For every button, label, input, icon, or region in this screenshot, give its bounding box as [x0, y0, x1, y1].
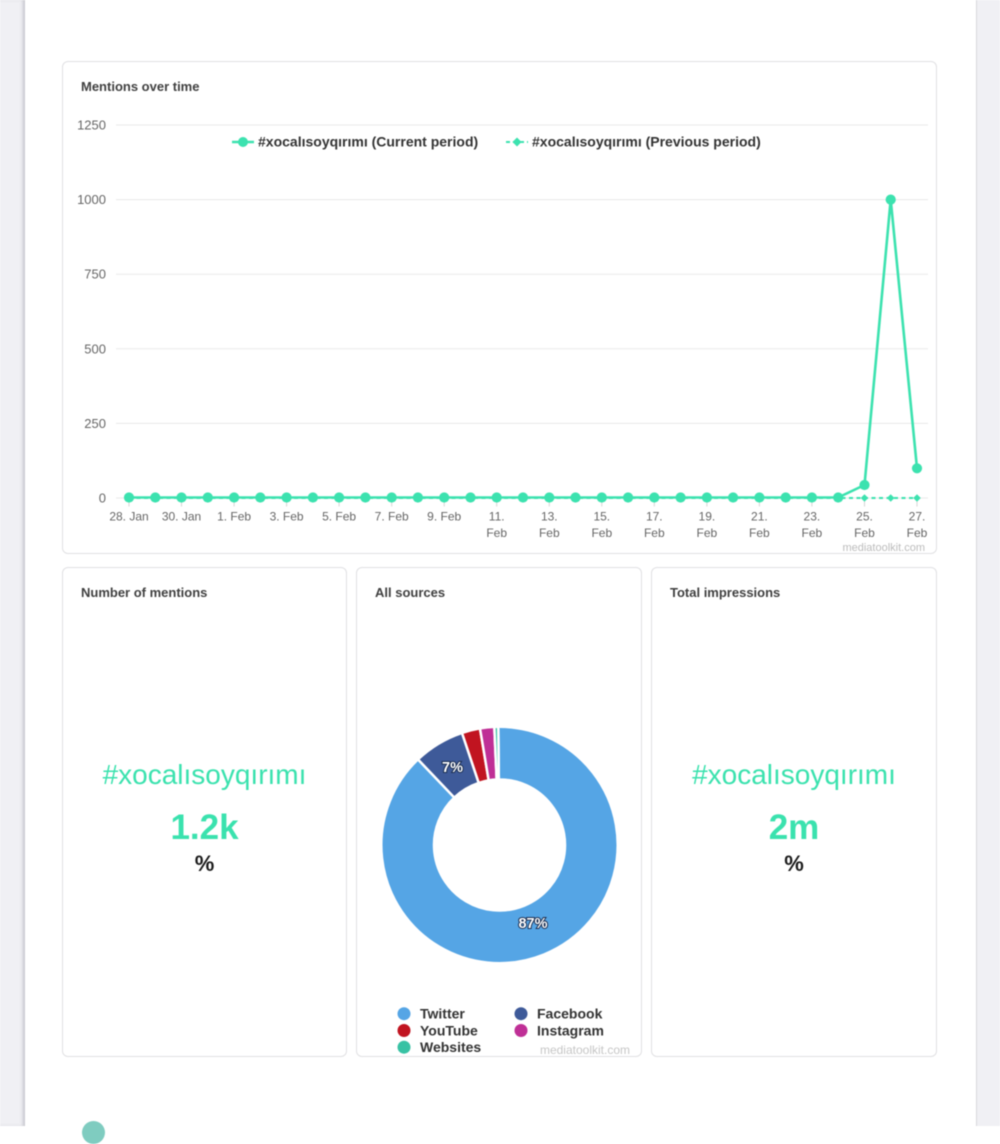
svg-text:9. Feb: 9. Feb	[427, 510, 461, 524]
svg-text:25.: 25.	[856, 510, 873, 524]
svg-text:Facebook: Facebook	[537, 1006, 603, 1022]
svg-text:13.: 13.	[541, 510, 558, 524]
svg-text:30. Jan: 30. Jan	[162, 510, 201, 524]
svg-text:1. Feb: 1. Feb	[217, 510, 251, 524]
svg-text:Websites: Websites	[420, 1039, 481, 1055]
svg-text:Feb: Feb	[854, 526, 875, 540]
svg-text:500: 500	[84, 341, 106, 356]
svg-text:1250: 1250	[77, 118, 106, 133]
svg-text:3. Feb: 3. Feb	[270, 510, 304, 524]
svg-text:Feb: Feb	[907, 526, 928, 540]
svg-text:19.: 19.	[699, 510, 716, 524]
svg-text:7%: 7%	[442, 760, 463, 776]
svg-text:17.: 17.	[646, 510, 663, 524]
svg-text:YouTube: YouTube	[420, 1023, 478, 1039]
svg-text:Feb: Feb	[749, 526, 770, 540]
svg-text:#xocalısoyqırımı (Previous per: #xocalısoyqırımı (Previous period)	[532, 134, 761, 150]
svg-text:21.: 21.	[751, 510, 768, 524]
svg-text:28. Jan: 28. Jan	[109, 510, 148, 524]
svg-text:Twitter: Twitter	[420, 1006, 465, 1022]
svg-text:mediatoolkit.com: mediatoolkit.com	[540, 1043, 630, 1056]
svg-text:23.: 23.	[804, 510, 821, 524]
svg-text:Feb: Feb	[591, 526, 612, 540]
svg-text:#xocalısoyqırımı (Current peri: #xocalısoyqırımı (Current period)	[258, 134, 478, 150]
svg-text:11.: 11.	[489, 510, 505, 524]
svg-text:Feb: Feb	[486, 526, 507, 540]
svg-text:1000: 1000	[77, 192, 106, 207]
svg-text:250: 250	[84, 416, 106, 431]
svg-text:Feb: Feb	[644, 526, 665, 540]
svg-text:mediatoolkit.com: mediatoolkit.com	[842, 542, 925, 553]
svg-text:5. Feb: 5. Feb	[322, 510, 356, 524]
svg-text:0: 0	[99, 491, 106, 506]
svg-text:15.: 15.	[593, 510, 610, 524]
svg-text:27.: 27.	[909, 510, 926, 524]
svg-text:Instagram: Instagram	[537, 1023, 604, 1039]
svg-text:Feb: Feb	[539, 526, 560, 540]
svg-text:Feb: Feb	[802, 526, 823, 540]
svg-text:87%: 87%	[518, 916, 547, 932]
svg-text:Feb: Feb	[697, 526, 718, 540]
svg-text:750: 750	[84, 267, 106, 282]
svg-text:7. Feb: 7. Feb	[375, 510, 409, 524]
